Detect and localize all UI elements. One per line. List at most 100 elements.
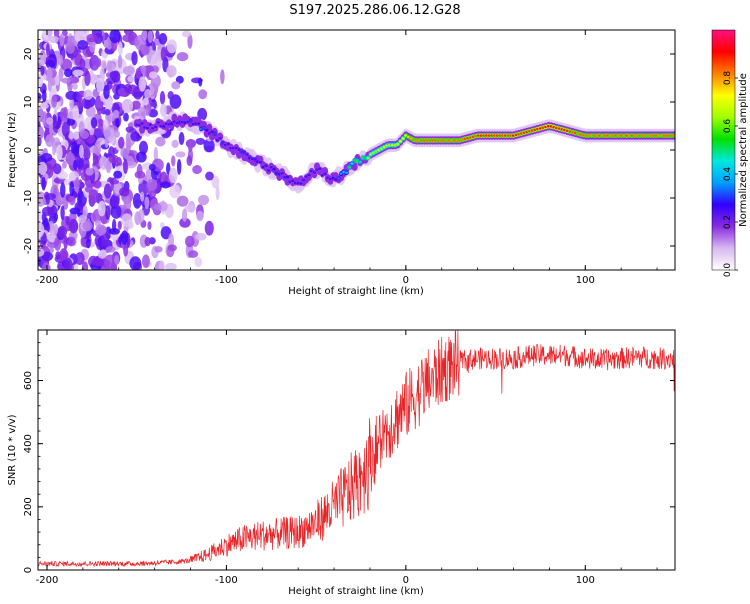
spectrogram-y-label: Frequency (Hz) xyxy=(7,112,18,188)
spectrogram-noise-blob xyxy=(46,117,54,125)
snr-y-tick-label: 0 xyxy=(23,567,34,573)
spectrogram-noise-blob xyxy=(49,136,55,143)
spectrogram-y-tick-label: 0 xyxy=(23,147,34,153)
spectrogram-ridge-core xyxy=(285,175,290,179)
spectrogram-noise-blob xyxy=(45,193,57,200)
spectrogram-ridge-core xyxy=(266,169,271,172)
spectrogram-noise-blob xyxy=(106,80,113,90)
spectrogram-noise-blob xyxy=(184,204,196,213)
spectrogram-ridge-core xyxy=(196,122,201,125)
spectrogram-noise-blob xyxy=(104,137,109,148)
spectrogram-noise-blob xyxy=(144,236,151,247)
spectrogram-noise-blob xyxy=(171,81,181,90)
spectrogram-noise-blob xyxy=(186,155,193,167)
spectrogram-y-tick-label: -20 xyxy=(23,238,34,254)
spectrogram-noise-blob xyxy=(85,167,94,176)
spectrogram-noise-blob xyxy=(198,89,208,100)
spectrogram-noise-blob xyxy=(159,90,166,105)
spectrogram-noise-blob xyxy=(123,112,129,122)
spectrogram-noise-blob xyxy=(192,165,202,175)
spectrogram-noise-blob xyxy=(40,65,45,76)
spectrogram-noise-blob xyxy=(57,171,69,180)
spectrogram-noise-blob xyxy=(134,211,142,226)
spectrogram-noise-blob xyxy=(145,168,152,183)
spectrogram-noise-blob xyxy=(41,89,47,103)
snr-x-tick-label: -200 xyxy=(36,575,59,586)
spectrogram-noise-blob xyxy=(78,94,83,108)
spectrogram-noise-blob xyxy=(108,154,119,164)
spectrogram-noise-blob xyxy=(140,45,151,56)
spectrogram-noise-blob xyxy=(48,36,60,44)
spectrogram-noise-blob xyxy=(65,90,77,100)
spectrogram-noise-blob xyxy=(54,236,62,251)
spectrogram-noise-blob xyxy=(97,250,107,259)
spectrogram-noise-blob xyxy=(121,213,133,227)
spectrogram-noise-blob xyxy=(92,64,98,71)
spectrogram-noise-blob xyxy=(178,131,185,145)
spectrogram-noise-blob xyxy=(68,195,76,206)
spectrogram-noise-blob xyxy=(105,246,116,253)
spectrogram-noise-blob xyxy=(129,256,142,270)
spectrogram-noise-blob xyxy=(117,220,122,230)
spectrogram-noise-blob xyxy=(203,138,215,153)
spectrogram-noise-blob xyxy=(160,222,165,229)
spectrogram-ridge-core xyxy=(205,128,209,132)
spectrogram-noise-blob xyxy=(67,236,76,247)
spectrogram-noise-blob xyxy=(119,187,130,197)
spectrogram-noise-blob xyxy=(103,254,116,270)
spectrogram-ridge-core xyxy=(401,137,405,140)
snr-x-tick-label: 100 xyxy=(576,575,595,586)
spectrogram-noise-blob xyxy=(176,195,189,207)
spectrogram-noise-blob xyxy=(154,246,163,253)
spectrogram-ridge-core xyxy=(350,162,354,165)
spectrogram-noise-blob xyxy=(38,222,45,238)
spectrogram-noise-blob xyxy=(108,60,113,75)
spectrogram-noise-blob xyxy=(73,159,78,171)
spectrogram-noise-blob xyxy=(73,131,80,140)
snr-frame xyxy=(37,329,676,571)
spectrogram-noise-blob xyxy=(63,235,68,250)
spectrogram-noise-blob xyxy=(176,158,182,175)
spectrogram-noise-blob xyxy=(38,137,42,146)
spectrogram-noise-blob xyxy=(46,30,53,38)
spectrogram-x-tick-label: 0 xyxy=(403,275,409,286)
snr-x-label: Height of straight line (km) xyxy=(288,586,424,597)
colorbar-gradient xyxy=(712,30,735,270)
spectrogram-noise-blob xyxy=(142,30,148,41)
spectrogram-noise-blob xyxy=(38,52,46,67)
spectrogram-noise-blob xyxy=(41,251,53,262)
spectrogram-noise-blob xyxy=(175,75,184,84)
spectrogram-x-tick-label: -200 xyxy=(36,275,59,286)
spectrogram-noise-blob xyxy=(65,152,76,166)
snr-x-ticks: -200 -100 0 100 xyxy=(36,330,658,586)
snr-y-label: SNR (10 * v/v) xyxy=(7,414,18,485)
spectrogram-noise-blob xyxy=(138,140,149,155)
spectrogram-ridge-core xyxy=(318,167,322,170)
spectrogram-noise-blob xyxy=(138,180,149,196)
spectrogram-noise-blob xyxy=(53,163,62,175)
spectrogram-ridge-core xyxy=(226,142,230,146)
spectrogram-ridge-core xyxy=(218,136,222,140)
spectrogram-noise-blob xyxy=(38,125,45,140)
spectrogram-noise-blob xyxy=(141,254,150,269)
spectrogram-noise-blob xyxy=(62,160,67,169)
spectrogram-noise-blob xyxy=(41,176,46,191)
spectrogram-noise-blob xyxy=(168,167,178,184)
colorbar-label: Normalized spectral amplitude xyxy=(738,73,749,227)
spectrogram-noise-blob xyxy=(74,177,80,193)
spectrogram-noise-blob xyxy=(121,98,134,113)
spectrogram-ridge-core xyxy=(299,182,303,185)
spectrogram-noise-blob xyxy=(65,216,70,226)
spectrogram-noise-blob xyxy=(148,71,158,79)
spectrogram-noise-blob xyxy=(131,51,138,66)
spectrogram-noise-blob xyxy=(179,217,191,228)
spectrogram-noise-blob xyxy=(84,185,94,193)
spectrogram-noise-blob xyxy=(79,130,90,140)
spectrogram-noise-blob xyxy=(86,33,98,43)
spectrogram-noise-blob xyxy=(113,130,120,138)
spectrogram-noise-blob xyxy=(114,254,120,265)
spectrogram-noise-blob xyxy=(82,220,93,232)
spectrogram-noise-blob xyxy=(97,200,106,217)
spectrogram-x-tick-label: -100 xyxy=(215,275,238,286)
